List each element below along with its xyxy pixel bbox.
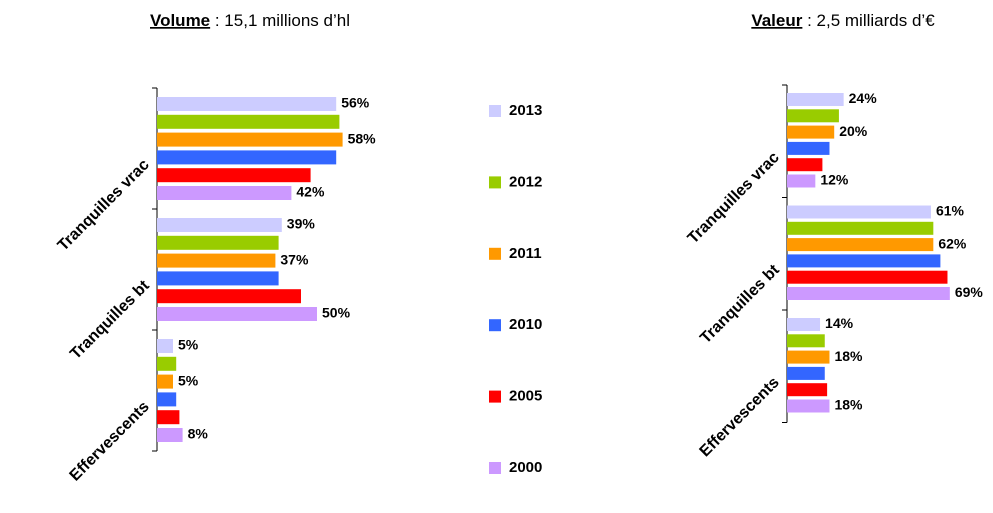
bar	[787, 254, 941, 268]
legend-label: 2012	[509, 173, 542, 190]
legend-swatch	[489, 462, 501, 474]
bar	[787, 109, 839, 123]
bar	[787, 318, 821, 331]
bar	[787, 287, 950, 300]
value-label: 50%	[322, 305, 351, 321]
bar	[787, 158, 823, 172]
category-label: Tranquilles vrac	[55, 156, 153, 254]
bar	[157, 356, 177, 371]
bar	[787, 270, 948, 284]
category-label: Effervescents	[67, 398, 153, 484]
legend-label: 2011	[509, 245, 542, 262]
bar	[787, 221, 934, 235]
value-label: 8%	[188, 426, 209, 442]
title-text: : 15,1 millions d’hl	[210, 11, 350, 30]
value-label: 69%	[955, 284, 984, 300]
legend-label: 2013	[509, 102, 542, 119]
legend-label: 2010	[509, 316, 542, 333]
value-label: 18%	[834, 397, 863, 413]
title-label: Valeur	[751, 11, 802, 30]
value-label: 58%	[348, 130, 377, 146]
value-label: 5%	[178, 372, 199, 388]
bar	[787, 238, 934, 252]
legend-swatch	[489, 319, 501, 332]
legend-swatch	[489, 247, 501, 260]
value-label: 56%	[341, 95, 370, 111]
bar	[157, 271, 279, 286]
bar	[157, 114, 340, 129]
legend-label: 2000	[509, 459, 542, 476]
bar	[787, 205, 931, 219]
category-label: Effervescents	[697, 374, 783, 460]
bar	[157, 218, 282, 232]
category-label: Tranquilles bt	[697, 261, 783, 347]
value-label: 18%	[834, 348, 863, 364]
bar	[157, 235, 279, 250]
bar	[157, 428, 183, 442]
bar	[787, 93, 844, 106]
legend-swatch	[489, 176, 501, 189]
value-label: 37%	[280, 251, 309, 267]
chart-title: Valeur : 2,5 milliards d’€	[751, 11, 935, 30]
bar	[787, 334, 825, 348]
bar	[787, 399, 830, 413]
value-label: 39%	[287, 216, 316, 232]
value-label: 42%	[296, 184, 325, 200]
bar	[157, 374, 173, 389]
value-label: 20%	[839, 123, 868, 139]
value-label: 24%	[849, 90, 878, 106]
value-label: 61%	[936, 203, 965, 219]
category-label: Tranquilles bt	[67, 277, 153, 363]
bar	[157, 307, 317, 321]
bar	[157, 339, 173, 353]
legend-swatch	[489, 105, 501, 117]
category-label: Tranquilles vrac	[685, 149, 783, 247]
title-text: : 2,5 milliards d’€	[802, 11, 935, 30]
bar	[787, 125, 835, 139]
legend-label: 2005	[509, 388, 542, 405]
bar	[787, 174, 816, 188]
bar	[157, 410, 180, 425]
bar	[157, 97, 337, 111]
bar	[157, 289, 301, 304]
bar	[157, 392, 177, 407]
bar	[157, 168, 311, 183]
bar	[157, 186, 292, 200]
bar	[787, 350, 830, 364]
legend-swatch	[489, 390, 501, 403]
value-label: 5%	[178, 337, 199, 353]
title-label: Volume	[150, 11, 210, 30]
bar	[787, 383, 828, 397]
value-label: 14%	[825, 315, 854, 331]
value-label: 62%	[938, 235, 967, 251]
bar	[157, 253, 276, 268]
bar	[157, 150, 337, 165]
chart-title: Volume : 15,1 millions d’hl	[150, 11, 350, 30]
bar	[157, 132, 343, 147]
bar	[787, 366, 825, 380]
value-label: 12%	[820, 172, 849, 188]
bar	[787, 141, 830, 155]
